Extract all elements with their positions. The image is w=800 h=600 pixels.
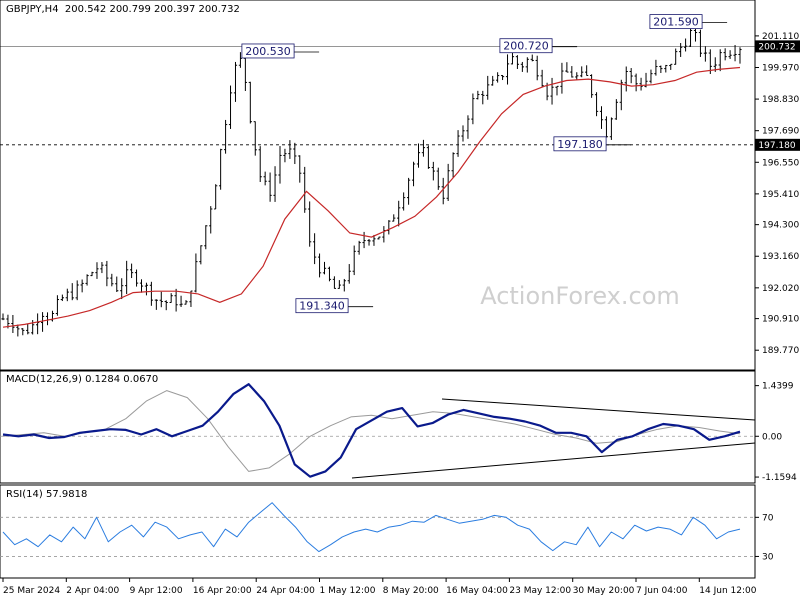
price-axis-label: 190.910	[762, 315, 799, 325]
macd-upper-trendline	[441, 398, 756, 421]
support-price-label: 197.180	[758, 141, 795, 151]
rsi-axis-label: 70	[762, 513, 774, 523]
price-annotation-box	[649, 14, 703, 29]
x-axis: 25 Mar 2024 2 Apr 04:00 9 Apr 12:00 16 Apr …	[2, 578, 757, 596]
price-annotation-text: 201.590	[653, 16, 699, 29]
support-price-tag	[755, 138, 800, 151]
rsi-pane: 70 30	[0, 502, 774, 562]
price-axis-label: 201.110	[762, 32, 799, 42]
price-axis-label: 197.690	[762, 127, 799, 137]
x-axis-label: 23 May 12:00	[509, 586, 571, 596]
moving-average-line	[2, 66, 741, 328]
price-annotation-text: 191.340	[299, 300, 345, 313]
x-axis-label: 7 Jun 04:00	[636, 586, 688, 596]
macd-lower-trendline	[351, 442, 756, 479]
price-annotation-box	[241, 43, 295, 59]
x-axis-label: 1 May 12:00	[320, 586, 376, 596]
symbol-info: GBPJPY,H4 200.542 200.799 200.397 200.73…	[6, 4, 240, 15]
macd-axis-label: -1.1594	[762, 473, 797, 483]
price-pane-frame	[0, 0, 756, 371]
rsi-title: RSI(14) 57.9818	[6, 489, 88, 500]
x-axis-label: 8 May 20:00	[383, 586, 439, 596]
rsi-pane-frame	[0, 484, 756, 579]
x-axis-label: 16 Apr 20:00	[193, 586, 252, 596]
price-axis-label: 195.410	[762, 190, 799, 200]
x-axis-label: 16 May 04:00	[446, 586, 508, 596]
price-axis-label: 192.020	[762, 284, 799, 294]
rsi-line	[2, 502, 741, 553]
price-axis-label: 198.830	[762, 95, 799, 105]
macd-line	[2, 383, 741, 478]
x-axis-label: 30 May 20:00	[573, 586, 635, 596]
macd-signal-line	[2, 390, 741, 472]
price-axis-label: 199.970	[762, 63, 799, 73]
macd-title: MACD(12,26,9) 0.1284 0.0670	[6, 374, 159, 385]
price-annotation-box	[499, 38, 553, 54]
price-axis-label: 194.300	[762, 221, 799, 231]
price-axis-label: 196.550	[762, 158, 799, 168]
x-axis-label: 2 Apr 04:00	[66, 586, 119, 596]
x-axis-label: 25 Mar 2024	[3, 586, 60, 596]
macd-pane: 1.4399 0.00 -1.1594	[0, 382, 797, 483]
macd-axis-label: 1.4399	[762, 382, 794, 392]
x-axis-label: 9 Apr 12:00	[130, 586, 183, 596]
watermark: ActionForex.com	[480, 282, 680, 310]
rsi-axis-label: 30	[762, 552, 774, 562]
price-axis-label: 189.770	[762, 346, 799, 356]
macd-pane-frame	[0, 370, 756, 484]
price-annotation-box	[295, 298, 349, 314]
current-price-tag	[755, 40, 800, 53]
price-axis-label: 193.160	[762, 252, 799, 262]
price-annotation-text: 200.720	[503, 40, 549, 53]
current-price-label: 200.732	[758, 42, 795, 52]
macd-axis-label: 0.00	[762, 432, 782, 442]
price-annotation-text: 200.530	[245, 45, 291, 58]
x-axis-label: 24 Apr 04:00	[256, 586, 315, 596]
price-annotation-box	[553, 136, 607, 152]
x-axis-label: 14 Jun 12:00	[699, 586, 756, 596]
pane-frames	[0, 0, 756, 579]
price-pane: 201.110 199.970 198.830 197.690 196.550 195.4…	[0, 14, 800, 356]
price-annotation-text: 197.180	[557, 138, 603, 151]
